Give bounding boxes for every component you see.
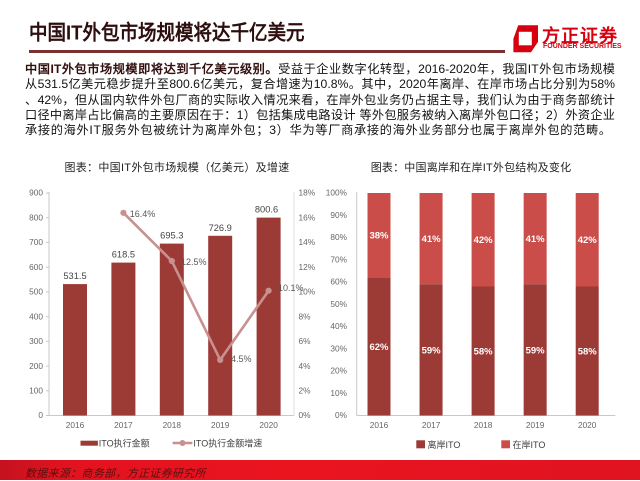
svg-text:10%: 10% (299, 287, 316, 297)
svg-text:ITO执行金额: ITO执行金额 (99, 438, 150, 449)
svg-text:12%: 12% (299, 262, 316, 272)
svg-text:2018: 2018 (474, 420, 493, 430)
svg-text:500: 500 (29, 287, 43, 297)
svg-text:0%: 0% (299, 410, 312, 420)
svg-text:59%: 59% (526, 345, 546, 356)
svg-text:2019: 2019 (211, 420, 230, 430)
svg-text:4%: 4% (299, 361, 312, 371)
svg-text:2%: 2% (299, 386, 312, 396)
svg-text:16%: 16% (299, 212, 316, 222)
svg-text:18%: 18% (299, 188, 316, 198)
svg-text:700: 700 (29, 237, 43, 247)
svg-text:58%: 58% (474, 346, 494, 357)
svg-text:12.5%: 12.5% (181, 257, 207, 267)
svg-text:62%: 62% (369, 342, 389, 353)
svg-text:20%: 20% (330, 366, 347, 376)
svg-text:2017: 2017 (114, 420, 133, 430)
svg-text:531.5: 531.5 (63, 271, 86, 281)
svg-text:100%: 100% (326, 188, 348, 198)
svg-text:70%: 70% (330, 254, 347, 264)
svg-text:41%: 41% (422, 234, 442, 245)
svg-text:200: 200 (29, 361, 43, 371)
svg-text:6%: 6% (299, 336, 312, 346)
svg-text:ITO执行金额增速: ITO执行金额增速 (193, 438, 262, 449)
svg-text:300: 300 (29, 336, 43, 346)
svg-text:42%: 42% (578, 235, 598, 246)
svg-text:60%: 60% (330, 277, 347, 287)
svg-text:40%: 40% (330, 321, 347, 331)
svg-text:0%: 0% (335, 410, 348, 420)
svg-text:400: 400 (29, 311, 43, 321)
svg-text:42%: 42% (474, 235, 494, 246)
svg-text:695.3: 695.3 (160, 231, 183, 241)
svg-text:14%: 14% (299, 237, 316, 247)
svg-text:2018: 2018 (163, 420, 182, 430)
svg-text:59%: 59% (422, 345, 442, 356)
svg-text:10.1%: 10.1% (278, 283, 304, 293)
svg-text:38%: 38% (369, 231, 389, 242)
svg-text:80%: 80% (330, 232, 347, 242)
svg-text:900: 900 (29, 188, 43, 198)
svg-text:在岸ITO: 在岸ITO (513, 439, 546, 450)
svg-text:2016: 2016 (370, 420, 389, 430)
svg-text:50%: 50% (330, 299, 347, 309)
svg-text:10%: 10% (330, 388, 347, 398)
svg-text:2020: 2020 (578, 420, 597, 430)
svg-text:800.6: 800.6 (255, 205, 278, 215)
svg-text:8%: 8% (299, 311, 312, 321)
svg-text:600: 600 (29, 262, 43, 272)
svg-text:2019: 2019 (526, 420, 545, 430)
svg-text:90%: 90% (330, 210, 347, 220)
svg-text:41%: 41% (526, 234, 546, 245)
svg-text:2020: 2020 (259, 420, 278, 430)
svg-text:离岸ITO: 离岸ITO (428, 439, 461, 450)
svg-text:0: 0 (38, 410, 43, 420)
svg-text:726.9: 726.9 (209, 223, 232, 233)
svg-text:30%: 30% (330, 343, 347, 353)
svg-text:2017: 2017 (422, 420, 441, 430)
svg-text:4.5%: 4.5% (231, 354, 252, 364)
svg-text:58%: 58% (578, 346, 598, 357)
svg-text:16.4%: 16.4% (130, 209, 156, 219)
svg-text:618.5: 618.5 (112, 250, 135, 260)
svg-text:2016: 2016 (66, 420, 85, 430)
svg-text:100: 100 (29, 386, 43, 396)
svg-text:800: 800 (29, 212, 43, 222)
